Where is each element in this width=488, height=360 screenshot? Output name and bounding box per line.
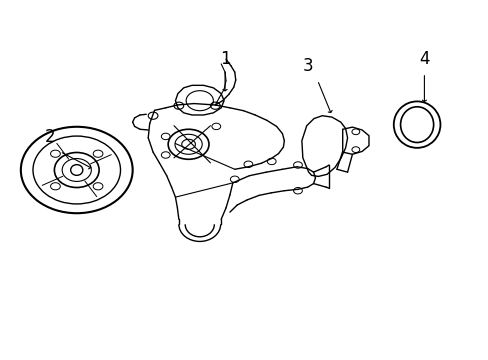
Text: 4: 4 xyxy=(418,50,429,68)
Text: 1: 1 xyxy=(219,50,230,68)
Text: 2: 2 xyxy=(44,128,55,146)
Text: 3: 3 xyxy=(302,57,312,75)
